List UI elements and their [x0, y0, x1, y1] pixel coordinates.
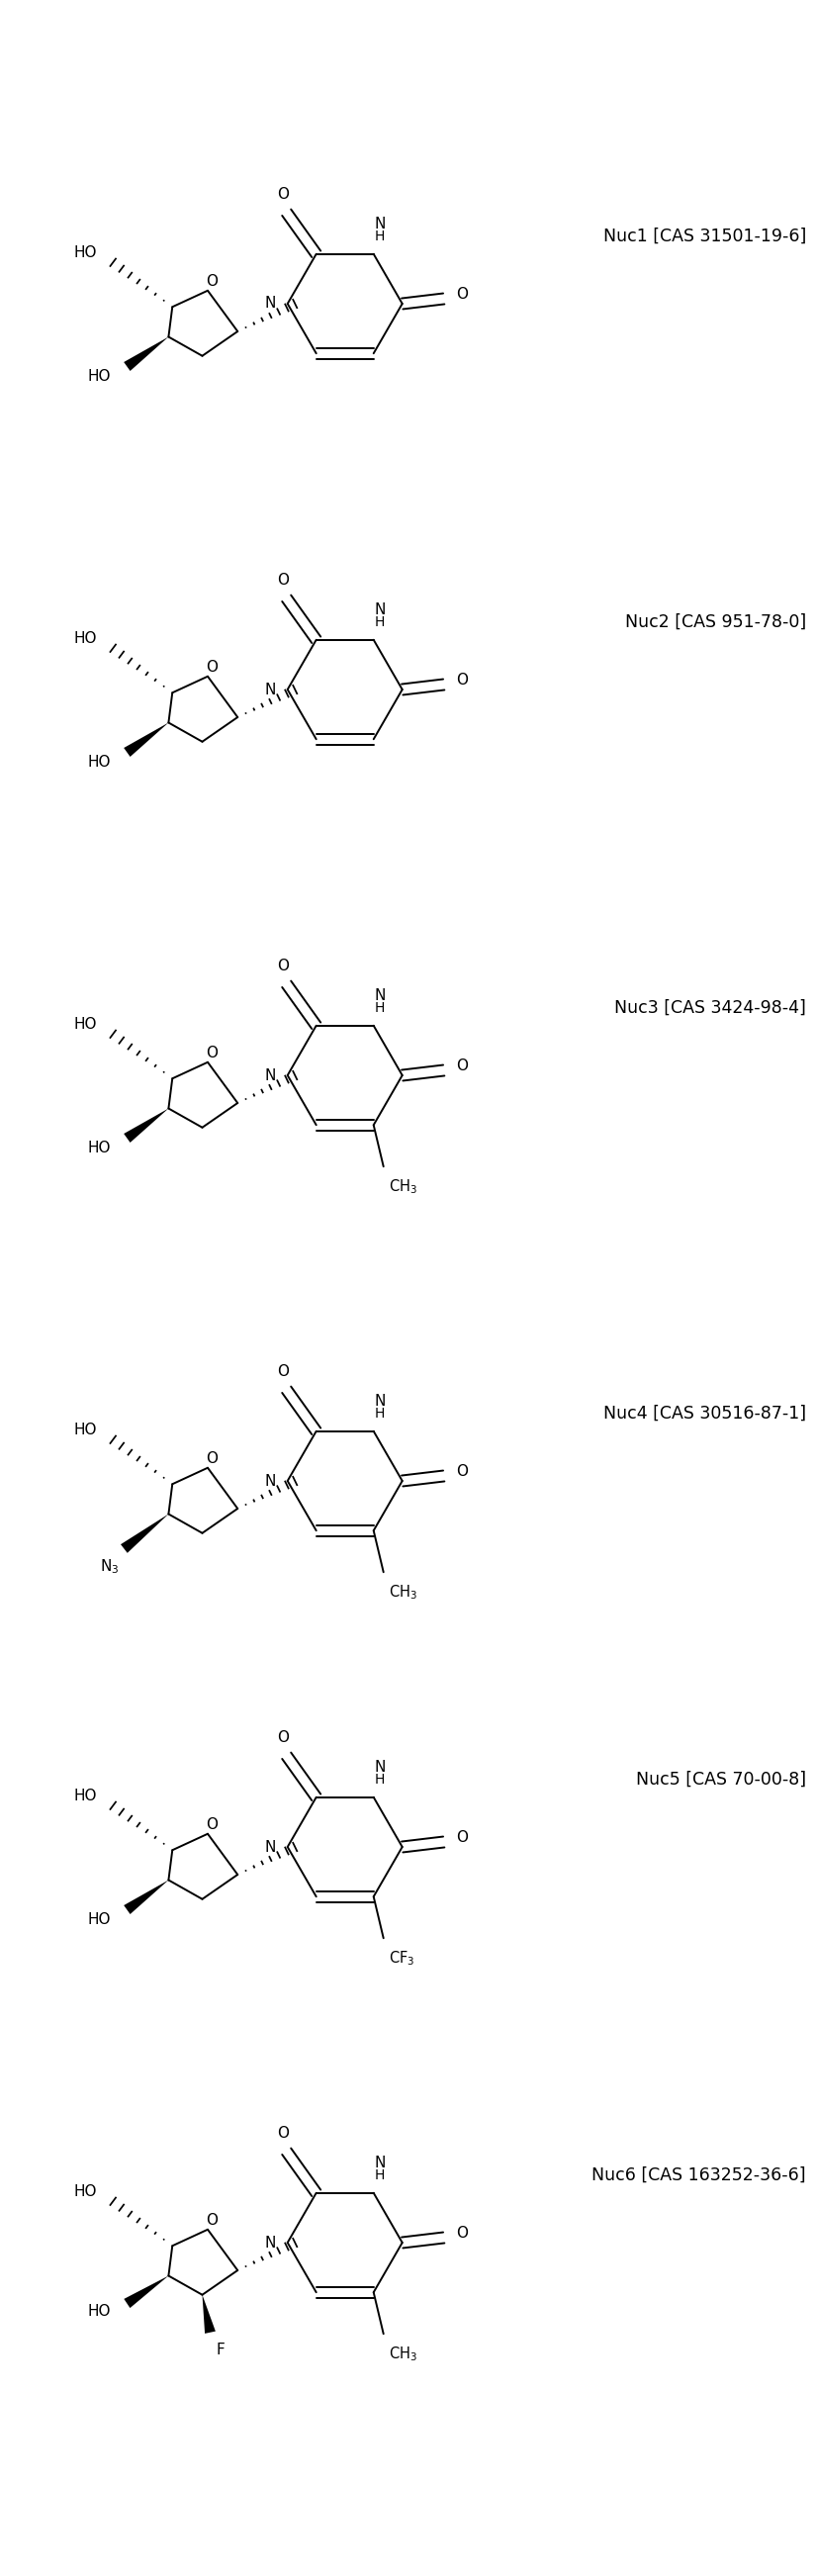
Text: CH$_3$: CH$_3$ [388, 1582, 417, 1602]
Text: O: O [455, 289, 468, 301]
Text: Nuc3 [CAS 3424-98-4]: Nuc3 [CAS 3424-98-4] [614, 999, 806, 1018]
Text: O: O [455, 1466, 468, 1479]
Text: O: O [206, 1450, 218, 1466]
Text: N: N [374, 216, 385, 232]
Text: H: H [375, 1002, 384, 1015]
Text: N: N [374, 1759, 385, 1775]
Text: HO: HO [87, 368, 111, 384]
Text: CH$_3$: CH$_3$ [388, 1177, 417, 1195]
Text: HO: HO [73, 1422, 97, 1437]
Polygon shape [124, 2275, 169, 2308]
Text: HO: HO [87, 755, 111, 770]
Polygon shape [124, 1108, 169, 1144]
Text: HO: HO [73, 1788, 97, 1803]
Polygon shape [124, 337, 169, 371]
Text: CH$_3$: CH$_3$ [388, 2344, 417, 2362]
Text: N: N [264, 1473, 276, 1489]
Polygon shape [202, 2295, 215, 2334]
Text: HO: HO [73, 1018, 97, 1030]
Text: N: N [374, 989, 385, 1005]
Polygon shape [121, 1515, 169, 1553]
Text: H: H [375, 1772, 384, 1785]
Text: O: O [455, 1832, 468, 1844]
Text: O: O [455, 1059, 468, 1074]
Polygon shape [124, 724, 169, 757]
Text: O: O [277, 2125, 289, 2141]
Text: N: N [264, 683, 276, 698]
Text: Nuc4 [CAS 30516-87-1]: Nuc4 [CAS 30516-87-1] [603, 1404, 806, 1422]
Text: HO: HO [87, 1911, 111, 1927]
Text: O: O [277, 1731, 289, 1747]
Text: H: H [375, 229, 384, 242]
Text: CF$_3$: CF$_3$ [388, 1947, 415, 1968]
Text: N: N [264, 1069, 276, 1082]
Text: O: O [277, 188, 289, 201]
Text: Nuc1 [CAS 31501-19-6]: Nuc1 [CAS 31501-19-6] [603, 227, 806, 245]
Text: H: H [375, 1406, 384, 1419]
Text: HO: HO [87, 2303, 111, 2318]
Text: Nuc2 [CAS 951-78-0]: Nuc2 [CAS 951-78-0] [625, 613, 806, 631]
Text: HO: HO [87, 1141, 111, 1157]
Polygon shape [124, 1880, 169, 1914]
Text: N: N [374, 2156, 385, 2172]
Text: O: O [277, 1365, 289, 1378]
Text: N: N [264, 296, 276, 312]
Text: HO: HO [73, 2184, 97, 2200]
Text: O: O [455, 2226, 468, 2241]
Text: N: N [264, 1839, 276, 1855]
Text: F: F [215, 2342, 224, 2357]
Text: O: O [206, 1819, 218, 1832]
Text: Nuc6 [CAS 163252-36-6]: Nuc6 [CAS 163252-36-6] [592, 2166, 806, 2184]
Text: O: O [206, 2213, 218, 2228]
Text: HO: HO [73, 245, 97, 260]
Text: H: H [375, 2169, 384, 2182]
Text: O: O [206, 273, 218, 289]
Text: HO: HO [73, 631, 97, 647]
Text: O: O [206, 659, 218, 675]
Text: N$_3$: N$_3$ [100, 1558, 119, 1577]
Text: N: N [264, 2236, 276, 2249]
Text: H: H [375, 616, 384, 629]
Text: O: O [455, 672, 468, 688]
Text: Nuc5 [CAS 70-00-8]: Nuc5 [CAS 70-00-8] [636, 1770, 806, 1788]
Text: O: O [277, 572, 289, 587]
Text: N: N [374, 603, 385, 618]
Text: O: O [206, 1046, 218, 1061]
Text: O: O [277, 958, 289, 974]
Text: N: N [374, 1394, 385, 1409]
